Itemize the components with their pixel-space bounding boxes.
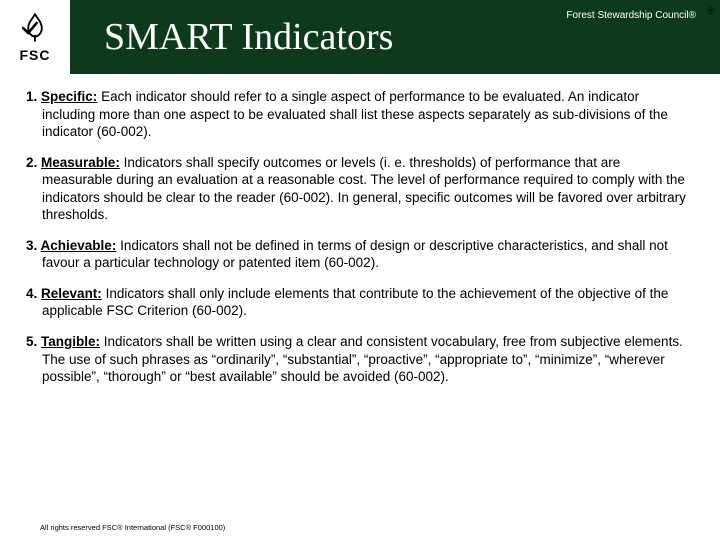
term-label: Relevant:: [41, 286, 102, 301]
tree-checkmark-icon: [18, 11, 52, 45]
term-body: Indicators shall not be defined in terms…: [42, 238, 668, 271]
term-label: Tangible:: [41, 334, 100, 349]
list-item: Measurable: Indicators shall specify out…: [14, 154, 694, 224]
list-item: Specific: Each indicator should refer to…: [14, 88, 694, 141]
registered-mark-icon: ®: [707, 6, 714, 16]
copyright-footer: All rights reserved FSC® International (…: [40, 523, 225, 532]
logo-acronym: FSC: [20, 47, 51, 63]
term-label: Measurable:: [41, 155, 120, 170]
term-body: Indicators shall only include elements t…: [42, 286, 668, 319]
term-body: Each indicator should refer to a single …: [42, 89, 668, 139]
list-item: Achievable: Indicators shall not be defi…: [14, 237, 694, 272]
org-name: Forest Stewardship Council®: [566, 10, 696, 21]
term-label: Achievable:: [41, 238, 117, 253]
fsc-logo: ® FSC: [0, 0, 70, 74]
slide-title: SMART Indicators: [104, 15, 393, 59]
term-label: Specific:: [41, 89, 97, 104]
list-item: Relevant: Indicators shall only include …: [14, 285, 694, 320]
smart-list: Specific: Each indicator should refer to…: [14, 88, 694, 386]
term-body: Indicators shall be written using a clea…: [42, 334, 683, 384]
list-item: Tangible: Indicators shall be written us…: [14, 333, 694, 386]
term-body: Indicators shall specify outcomes or lev…: [42, 155, 686, 223]
slide-body: Specific: Each indicator should refer to…: [0, 74, 720, 386]
slide-header: ® FSC SMART Indicators Forest Stewardshi…: [0, 0, 720, 74]
